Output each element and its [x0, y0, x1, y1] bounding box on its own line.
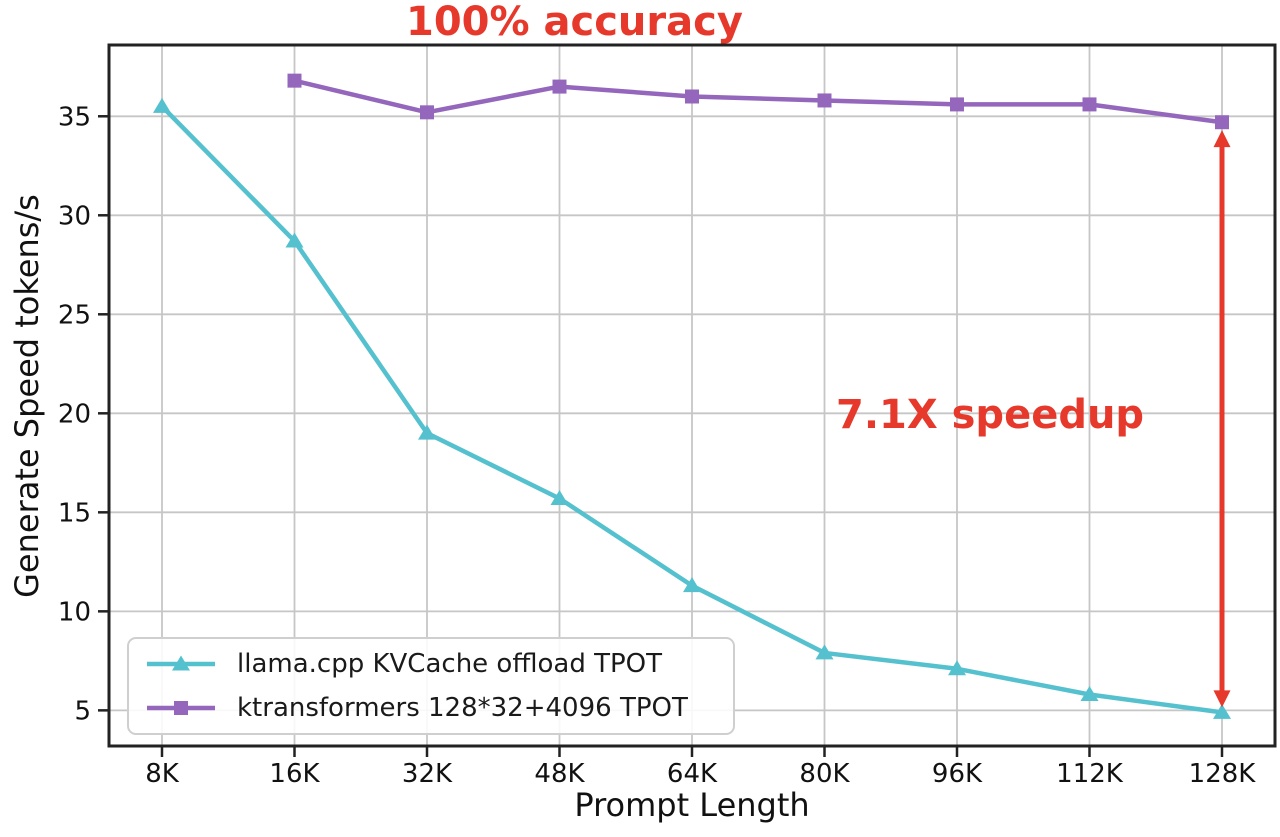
- triangle-marker-icon: [285, 232, 304, 248]
- triangle-marker-icon: [550, 489, 569, 505]
- legend-item-label: llama.cpp KVCache offload TPOT: [237, 649, 662, 679]
- square-marker-icon: [685, 89, 699, 104]
- x-tick-label: 112K: [1056, 759, 1124, 789]
- square-marker-icon: [552, 79, 567, 94]
- triangle-marker-icon: [172, 655, 190, 671]
- triangle-marker-icon: [815, 644, 834, 660]
- triangle-marker-icon: [153, 97, 171, 113]
- y-tick-label: 15: [58, 498, 91, 528]
- x-tick-label: 16K: [269, 759, 320, 789]
- legend: llama.cpp KVCache offload TPOT ktransfor…: [127, 637, 735, 735]
- speedup-arrowhead-down-icon: [1213, 690, 1231, 708]
- speedup-annotation: 7.1X speedup: [836, 392, 1145, 438]
- speedup-arrowhead-up-icon: [1213, 130, 1231, 148]
- triangle-marker-icon: [1080, 686, 1099, 702]
- legend-item-ktransformers: ktransformers 128*32+4096 TPOT: [129, 689, 733, 727]
- square-marker-icon: [174, 701, 188, 715]
- square-marker-icon: [1082, 97, 1097, 112]
- legend-line-triangle-icon: [147, 655, 215, 671]
- y-tick-label: 10: [58, 597, 91, 627]
- x-tick-label: 8K: [145, 759, 180, 789]
- x-tick-label: 96K: [932, 759, 983, 789]
- x-tick-label: 48K: [534, 759, 585, 789]
- y-tick-label: 35: [58, 102, 91, 132]
- x-tick-label: 128K: [1189, 759, 1257, 789]
- y-axis-label: Generate Speed tokens/s: [8, 194, 46, 598]
- triangle-marker-icon: [418, 424, 436, 440]
- y-tick-label: 5: [74, 696, 91, 726]
- x-axis-label: Prompt Length: [574, 786, 810, 824]
- x-tick-label: 32K: [402, 759, 453, 789]
- y-tick-label: 25: [58, 300, 91, 330]
- y-tick-label: 20: [58, 399, 91, 429]
- triangle-marker-icon: [1213, 703, 1231, 719]
- triangle-marker-icon: [948, 660, 966, 676]
- x-tick-label: 80K: [799, 759, 850, 789]
- square-marker-icon: [950, 97, 964, 112]
- square-marker-icon: [287, 73, 302, 88]
- triangle-marker-icon: [683, 577, 701, 593]
- square-marker-icon: [817, 93, 832, 108]
- x-tick-label: 64K: [667, 759, 718, 789]
- square-marker-icon: [1215, 115, 1229, 130]
- square-marker-icon: [420, 105, 434, 120]
- legend-line-square-icon: [147, 701, 215, 715]
- legend-item-llamacpp: llama.cpp KVCache offload TPOT: [129, 645, 733, 683]
- series-line: [293, 78, 1223, 125]
- accuracy-annotation: 100% accuracy: [406, 0, 743, 45]
- y-tick-label: 30: [58, 201, 91, 231]
- legend-item-label: ktransformers 128*32+4096 TPOT: [237, 693, 688, 723]
